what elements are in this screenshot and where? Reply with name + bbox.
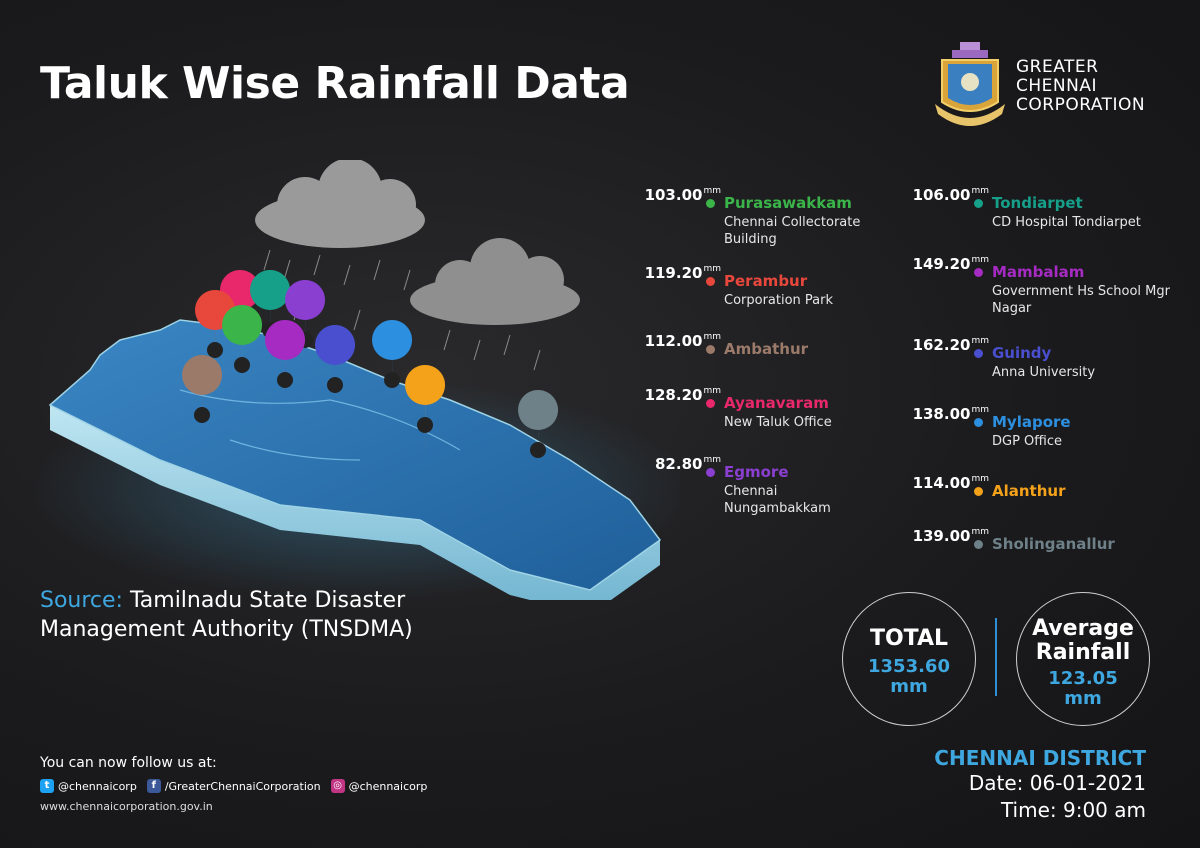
rainfall-entry: 106.00mm Tondiarpet CD Hospital Tondiarp… (904, 186, 1174, 246)
map-pin-icon (265, 320, 306, 415)
taluk-name: Tondiarpet (992, 194, 1083, 212)
twitter-link[interactable]: t @chennaicorp (40, 779, 137, 793)
station-location: Chennai Collectorate Building (724, 215, 861, 247)
rainfall-entry: 149.20mm Mambalam Government Hs School M… (904, 255, 1174, 316)
website-link[interactable]: www.chennaicorporation.gov.in (40, 800, 213, 813)
average-label: Average (1032, 616, 1134, 641)
station-location: Anna University (992, 365, 1096, 380)
rainfall-value: 138.00mm (912, 405, 989, 423)
station-location: Government Hs School Mgr Nagar (992, 284, 1170, 316)
source-note: Source: Tamilnadu State Disaster Managem… (40, 586, 460, 644)
rainfall-entry: 139.00mm Sholinganallur (904, 527, 1174, 587)
taluk-name: Ambathur (724, 340, 809, 358)
rainfall-value: 106.00mm (912, 186, 989, 204)
rainfall-entry: 119.20mm Perambur Corporation Park (636, 264, 906, 324)
district-name: CHENNAI DISTRICT (934, 746, 1146, 770)
source-label: Source: (40, 588, 123, 613)
color-dot (706, 345, 715, 354)
station-location: New Taluk Office (724, 415, 832, 430)
cloud-icon (255, 160, 425, 248)
rainfall-entry: 82.80mm Egmore Chennai Nungambakkam (636, 455, 906, 516)
rainfall-entry: 162.20mm Guindy Anna University (904, 336, 1174, 396)
average-unit: mm (1064, 688, 1102, 709)
source-text: Tamilnadu State Disaster Management Auth… (40, 588, 413, 642)
taluk-name: Ayanavaram (724, 394, 829, 412)
map-pin-icon (182, 355, 223, 450)
rainfall-value: 114.00mm (912, 474, 989, 492)
average-value: 123.05 (1048, 668, 1118, 689)
station-location: DGP Office (992, 434, 1063, 449)
color-dot (974, 349, 983, 358)
page-title: Taluk Wise Rainfall Data (40, 58, 630, 109)
rainfall-entry: 112.00mm Ambathur (636, 332, 906, 392)
total-unit: mm (890, 676, 928, 697)
rainfall-entry: 138.00mm Mylapore DGP Office (904, 405, 1174, 465)
divider (995, 618, 997, 696)
total-label: TOTAL (869, 626, 949, 651)
color-dot (706, 277, 715, 286)
map-pin-icon (315, 325, 356, 420)
color-dot (974, 487, 983, 496)
rainfall-value: 128.20mm (644, 386, 721, 404)
average-label: Rainfall (1035, 640, 1131, 665)
taluk-name: Mylapore (992, 413, 1071, 431)
instagram-link[interactable]: ◎ @chennaicorp (330, 779, 428, 793)
color-dot (706, 399, 715, 408)
facebook-link[interactable]: f /GreaterChennaiCorporation (146, 779, 321, 793)
map-pin-icon (372, 320, 413, 415)
rainfall-value: 162.20mm (912, 336, 989, 354)
instagram-icon: ◎ (330, 779, 345, 793)
instagram-handle: @chennaicorp (348, 779, 428, 793)
color-dot (974, 199, 983, 208)
rainfall-entry: 103.00mm Purasawakkam Chennai Collectora… (636, 186, 906, 247)
organization-name: GREATER CHENNAI CORPORATION (1016, 58, 1145, 115)
map-illustration (30, 160, 680, 600)
map-pin-icon (222, 305, 263, 398)
report-time: Time: 9:00 am (1000, 798, 1146, 822)
emblem-icon (935, 42, 1005, 126)
station-location: Chennai Nungambakkam (724, 484, 831, 516)
taluk-name: Guindy (992, 344, 1052, 362)
average-circle: Average Rainfall 123.05 mm (1016, 592, 1150, 726)
twitter-handle: @chennaicorp (58, 779, 137, 793)
taluk-name: Perambur (724, 272, 808, 290)
map-pin-icon (195, 290, 236, 380)
map-pin-icon (518, 390, 559, 485)
color-dot (706, 199, 715, 208)
taluk-name: Mambalam (992, 263, 1085, 281)
taluk-name: Alanthur (992, 482, 1066, 500)
station-location: CD Hospital Tondiarpet (992, 215, 1141, 230)
rainfall-entry: 128.20mm Ayanavaram New Taluk Office (636, 386, 906, 446)
taluk-name: Egmore (724, 463, 789, 481)
social-links: t @chennaicorp f /GreaterChennaiCorporat… (40, 779, 437, 793)
rainfall-value: 139.00mm (912, 527, 989, 545)
color-dot (974, 540, 983, 549)
twitter-icon: t (40, 779, 54, 793)
cloud-icon (410, 238, 580, 325)
rainfall-value: 103.00mm (644, 186, 721, 204)
report-date: Date: 06-01-2021 (968, 771, 1146, 795)
rainfall-entry: 114.00mm Alanthur (904, 474, 1174, 534)
taluk-name: Purasawakkam (724, 194, 852, 212)
map-pin-icon (405, 365, 446, 460)
color-dot (974, 418, 983, 427)
org-line: CORPORATION (1016, 95, 1146, 115)
total-circle: TOTAL 1353.60 mm (842, 592, 976, 726)
rainfall-value: 82.80mm (655, 455, 721, 473)
org-line: CHENNAI (1016, 76, 1097, 96)
district-info: CHENNAI DISTRICT Date: 06-01-2021 Time: … (934, 746, 1146, 824)
total-value: 1353.60 (868, 656, 950, 677)
rainfall-value: 119.20mm (644, 264, 721, 282)
rainfall-value: 149.20mm (912, 255, 989, 273)
color-dot (706, 468, 715, 477)
facebook-handle: /GreaterChennaiCorporation (164, 779, 321, 793)
rainfall-value: 112.00mm (644, 332, 721, 350)
taluk-name: Sholinganallur (992, 535, 1115, 553)
facebook-icon: f (146, 779, 161, 793)
follow-heading: You can now follow us at: (40, 755, 217, 771)
org-line: GREATER (1016, 57, 1099, 77)
station-location: Corporation Park (724, 293, 834, 308)
color-dot (974, 268, 983, 277)
